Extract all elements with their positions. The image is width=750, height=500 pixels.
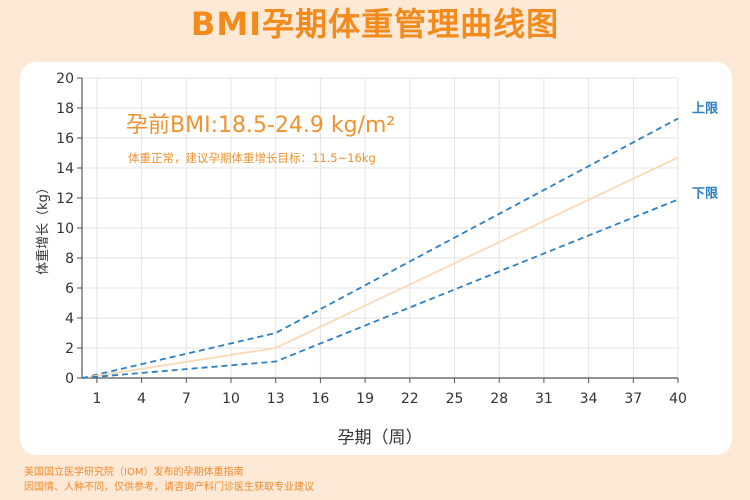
x-tick-label: 25 xyxy=(446,391,464,407)
x-tick-label: 19 xyxy=(356,391,374,407)
x-tick-label: 10 xyxy=(222,391,240,407)
page-title: BMI孕期体重管理曲线图 xyxy=(190,5,560,43)
series-line-lower xyxy=(81,198,679,379)
y-tick-label: 0 xyxy=(65,371,74,387)
y-tick-label: 8 xyxy=(65,251,74,267)
x-tick-label: 13 xyxy=(267,391,285,407)
x-tick-label: 1 xyxy=(92,391,101,407)
series-label: 下限 xyxy=(692,187,719,202)
footer-line-2: 因国情、人种不同，仅供参考，请咨询产科门诊医生获取专业建议 xyxy=(24,482,314,493)
y-tick-label: 4 xyxy=(65,311,74,327)
x-tick-label: 4 xyxy=(137,391,146,407)
footer-line-1: 美国国立医学研究院（IOM）发布的孕期体重指南 xyxy=(24,467,244,478)
x-tick-label: 31 xyxy=(535,391,553,407)
series-line-upper xyxy=(81,117,679,379)
footer-note: 美国国立医学研究院（IOM）发布的孕期体重指南 因国情、人种不同，仅供参考，请咨… xyxy=(24,465,724,495)
x-tick-label: 34 xyxy=(580,391,598,407)
x-tick-label: 37 xyxy=(624,391,642,407)
y-axis-label: 体重增长（kg） xyxy=(35,181,51,275)
bmi-range-label: 孕前BMI:18.5-24.9 kg/m² xyxy=(126,113,395,138)
y-tick-label: 2 xyxy=(65,341,74,357)
x-tick-label: 28 xyxy=(490,391,508,407)
x-tick-label: 16 xyxy=(311,391,329,407)
weight-gain-advice: 体重正常，建议孕期体重增长目标：11.5~16kg xyxy=(128,151,376,165)
y-tick-label: 20 xyxy=(56,71,74,87)
y-tick-label: 18 xyxy=(56,101,74,117)
series-lines xyxy=(81,117,679,379)
chart-card: 0 2 4 6 8 10 12 14 16 18 20 1 4 7 10 13 16 19 22 25 28 31 34 37… xyxy=(20,62,732,455)
series-label: 上限 xyxy=(692,102,719,117)
x-tick-label: 40 xyxy=(669,391,687,407)
y-tick-label: 14 xyxy=(56,161,74,177)
y-tick-label: 6 xyxy=(65,281,74,297)
x-tick-label: 22 xyxy=(401,391,419,407)
y-tick-label: 12 xyxy=(56,191,74,207)
y-tick-label: 10 xyxy=(56,221,74,237)
y-tick-label: 16 xyxy=(56,131,74,147)
x-axis-label: 孕期（周） xyxy=(338,428,423,448)
x-tick-label: 7 xyxy=(182,391,191,407)
series-line-recommended xyxy=(81,156,679,379)
grid xyxy=(82,77,679,378)
